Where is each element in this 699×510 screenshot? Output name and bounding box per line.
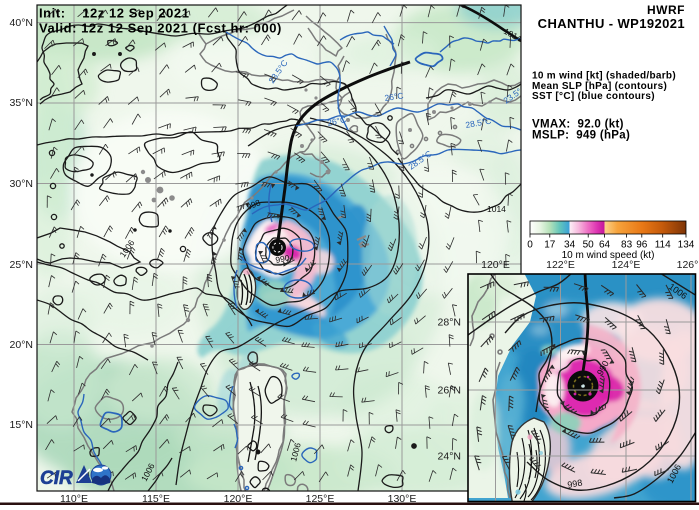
svg-text:Mean SLP [hPa] (contours): Mean SLP [hPa] (contours): [532, 81, 667, 92]
svg-text:124°E: 124°E: [612, 259, 641, 271]
svg-text:126°E: 126°E: [677, 259, 699, 271]
svg-text:15°N: 15°N: [10, 419, 33, 431]
svg-text:SST [°C] (blue contours): SST [°C] (blue contours): [532, 91, 655, 102]
svg-text:64: 64: [599, 240, 611, 251]
svg-text:115°E: 115°E: [142, 493, 170, 505]
svg-text:120°E: 120°E: [481, 259, 510, 271]
svg-text:28°N: 28°N: [438, 317, 461, 329]
svg-text:MSLP: 949 (hPa): MSLP: 949 (hPa): [532, 129, 630, 141]
svg-text:114: 114: [655, 240, 671, 251]
svg-text:110°E: 110°E: [60, 493, 88, 505]
svg-text:Init: 12z 12 Sep 2021: Init: 12z 12 Sep 2021: [39, 6, 190, 21]
svg-text:10 m wind [kt] (shaded/barb): 10 m wind [kt] (shaded/barb): [532, 71, 676, 82]
svg-text:VMAX: 92.0 (kt): VMAX: 92.0 (kt): [532, 119, 624, 131]
svg-text:26°N: 26°N: [438, 385, 461, 397]
svg-text:20°N: 20°N: [10, 339, 33, 351]
svg-text:CHANTHU - WP192021: CHANTHU - WP192021: [538, 16, 685, 31]
svg-text:83: 83: [621, 240, 633, 251]
svg-text:17: 17: [544, 240, 556, 251]
svg-text:120°E: 120°E: [224, 493, 253, 505]
svg-text:1014: 1014: [487, 204, 506, 214]
svg-text:0: 0: [527, 240, 533, 251]
svg-text:990: 990: [275, 253, 291, 265]
svg-text:125°E: 125°E: [306, 493, 335, 505]
svg-text:30°N: 30°N: [10, 178, 33, 190]
svg-text:25°N: 25°N: [10, 259, 33, 271]
svg-text:96: 96: [636, 240, 648, 251]
svg-text:122°E: 122°E: [546, 259, 575, 271]
svg-text:50: 50: [583, 240, 595, 251]
svg-text:24°N: 24°N: [438, 451, 461, 463]
svg-text:HWRF: HWRF: [647, 3, 685, 17]
svg-text:26°C: 26°C: [326, 114, 347, 128]
svg-text:130°E: 130°E: [388, 493, 417, 505]
svg-text:40°N: 40°N: [10, 17, 33, 29]
svg-text:10 m wind speed (kt): 10 m wind speed (kt): [562, 250, 655, 261]
svg-text:998: 998: [567, 478, 584, 490]
svg-text:CIR: CIR: [40, 468, 73, 489]
svg-text:134: 134: [678, 240, 695, 251]
svg-text:Valid: 12z 12 Sep 2021 (Fcst h: Valid: 12z 12 Sep 2021 (Fcst hr: 000): [39, 21, 282, 36]
svg-text:35°N: 35°N: [10, 97, 33, 109]
svg-text:28.5°C: 28.5°C: [465, 116, 492, 130]
svg-text:1006: 1006: [288, 441, 303, 462]
svg-text:26°C: 26°C: [384, 90, 404, 103]
svg-text:34: 34: [564, 240, 576, 251]
